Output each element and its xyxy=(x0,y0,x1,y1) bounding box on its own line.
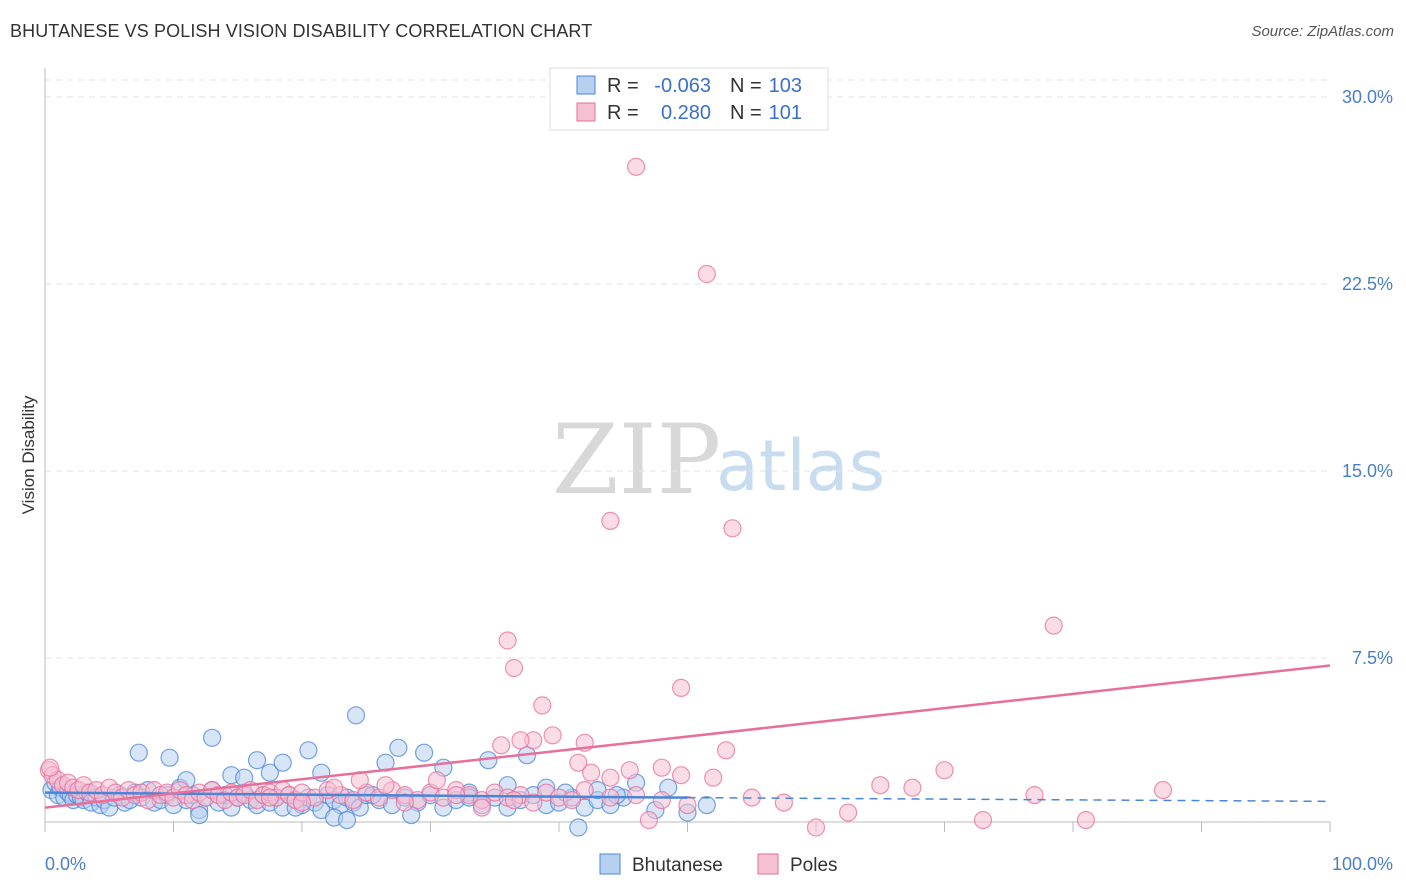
tick-labels: 7.5% 15.0% 22.5% 30.0% 0.0% 100.0% xyxy=(45,87,1393,874)
poles-point-76 xyxy=(472,798,491,817)
poles-point-86 xyxy=(652,758,671,777)
poles-point-70 xyxy=(325,778,344,797)
poles-point-80 xyxy=(543,726,562,745)
x-tick-label-1: 100.0% xyxy=(1332,854,1393,874)
bhutanese-point-93 xyxy=(346,706,366,725)
axes xyxy=(44,68,1331,832)
poles-point-95 xyxy=(903,778,922,797)
legend-n-label-2: N = xyxy=(730,102,762,124)
poles-point-72 xyxy=(376,776,395,795)
poles-point-79 xyxy=(533,696,552,715)
bhutanese-point-85 xyxy=(247,751,267,770)
trend-line-bhutanese-extension xyxy=(687,796,1331,803)
trend-line-bhutanese xyxy=(44,791,688,799)
bhutanese-point-78 xyxy=(129,743,148,762)
trend-line-poles xyxy=(44,664,1331,809)
bhutanese-point-82 xyxy=(203,728,222,747)
grid-lines xyxy=(45,79,1330,659)
poles-point-69 xyxy=(292,793,312,812)
poles-point-94 xyxy=(871,776,890,795)
bhutanese-point-81 xyxy=(190,805,209,825)
bhutanese-point-113 xyxy=(697,795,716,815)
poles-point-93 xyxy=(838,803,858,822)
correlation-legend: R = -0.063 N = 103 R = 0.280 N = 101 xyxy=(549,67,829,131)
legend-swatch-poles xyxy=(576,102,596,122)
poles-point-85 xyxy=(639,810,659,830)
poles-point-91 xyxy=(774,793,794,812)
legend-n-label-1: N = xyxy=(730,75,762,97)
y-tick-label-1: 15.0% xyxy=(1342,461,1393,481)
bhutanese-point-86 xyxy=(260,763,279,782)
poles-point-77 xyxy=(504,790,524,810)
y-tick-label-2: 22.5% xyxy=(1342,274,1393,294)
poles-point-92 xyxy=(806,818,826,837)
poles-point-67 xyxy=(678,795,697,815)
poles-point-66 xyxy=(652,790,671,810)
bottom-legend-label-poles: Poles xyxy=(790,855,838,876)
poles-point-104 xyxy=(601,511,620,531)
legend-r-value-2: 0.280 xyxy=(661,102,711,124)
poles-point-111 xyxy=(511,731,530,750)
bhutanese-point-79 xyxy=(160,748,179,767)
y-axis-label: Vision Disability xyxy=(19,395,38,514)
poles-point-110 xyxy=(492,736,511,755)
poles-point-74 xyxy=(427,771,446,790)
legend-box xyxy=(549,67,829,131)
poles-point-109 xyxy=(40,758,60,777)
poles-point-84 xyxy=(620,761,639,780)
bhutanese-point-96 xyxy=(389,738,408,757)
bottom-legend-label-bhutanese: Bhutanese xyxy=(632,855,723,876)
series-poles xyxy=(39,157,1173,837)
poles-point-108 xyxy=(697,264,716,284)
poles-point-98 xyxy=(1025,785,1044,805)
series-legend: Bhutanese Poles xyxy=(599,853,838,876)
bhutanese-point-95 xyxy=(376,753,395,772)
y-tick-label-3: 30.0% xyxy=(1342,87,1393,107)
watermark-zip: ZIP xyxy=(552,404,721,516)
poles-point-68 xyxy=(260,788,279,807)
bottom-legend-swatch-poles xyxy=(757,853,779,875)
legend-r-label-1: R = xyxy=(607,75,639,97)
poles-point-65 xyxy=(626,785,646,805)
bhutanese-point-89 xyxy=(299,741,318,760)
legend-n-value-2: 101 xyxy=(769,102,802,124)
poles-point-59 xyxy=(524,793,543,812)
bhutanese-point-87 xyxy=(273,753,292,772)
legend-r-value-1: -0.063 xyxy=(654,75,711,97)
chart-title: BHUTANESE VS POLISH VISION DISABILITY CO… xyxy=(10,21,593,41)
poles-point-102 xyxy=(504,658,524,678)
poles-point-83 xyxy=(601,768,620,787)
poles-point-100 xyxy=(1153,780,1173,800)
poles-point-103 xyxy=(671,678,691,698)
trend-lines xyxy=(44,664,1331,809)
bhutanese-point-106 xyxy=(569,818,588,837)
x-tick-label-0: 0.0% xyxy=(45,854,86,874)
bhutanese-point-98 xyxy=(415,743,434,762)
poles-point-89 xyxy=(716,741,736,760)
poles-point-106 xyxy=(1044,616,1063,635)
y-tick-label-0: 7.5% xyxy=(1352,648,1393,668)
poles-point-107 xyxy=(626,157,646,176)
bottom-legend-swatch-bhutanese xyxy=(599,853,621,875)
poles-point-97 xyxy=(973,810,993,830)
poles-point-73 xyxy=(395,793,414,812)
poles-point-96 xyxy=(935,761,954,780)
poles-point-101 xyxy=(498,631,517,650)
watermark-atlas: atlas xyxy=(716,425,885,507)
poles-point-87 xyxy=(671,766,691,785)
poles-point-81 xyxy=(569,753,588,772)
poles-point-105 xyxy=(723,519,742,538)
legend-n-value-1: 103 xyxy=(769,75,802,97)
poles-point-88 xyxy=(704,768,723,787)
bhutanese-point-92 xyxy=(337,810,357,830)
poles-point-63 xyxy=(575,780,594,800)
poles-point-99 xyxy=(1076,810,1096,830)
poles-point-82 xyxy=(581,763,601,782)
source-label: Source: ZipAtlas.com xyxy=(1251,23,1394,40)
legend-r-label-2: R = xyxy=(607,102,639,124)
legend-swatch-bhutanese xyxy=(576,75,596,95)
